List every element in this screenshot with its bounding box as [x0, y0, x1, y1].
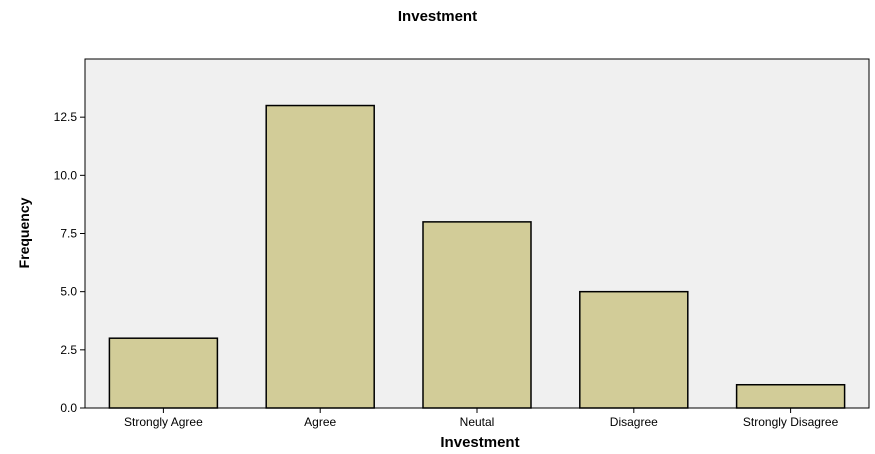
y-tick-label: 7.5	[60, 227, 77, 241]
x-axis-title: Investment	[440, 434, 520, 451]
x-tick-label: Strongly Agree	[124, 415, 203, 429]
y-axis: 0.0 2.5 5.0 7.5 10.0 12.5	[54, 110, 85, 415]
bars-group	[108, 104, 846, 409]
x-tick-label: Neutal	[460, 415, 495, 429]
bar	[579, 290, 689, 409]
bar	[735, 383, 846, 409]
y-tick-label: 10.0	[54, 168, 78, 182]
bar	[265, 104, 375, 409]
bar	[422, 221, 532, 409]
bar	[108, 337, 219, 409]
chart-title: Investment	[397, 8, 478, 25]
x-tick-label: Agree	[304, 415, 336, 429]
y-tick-label: 5.0	[60, 285, 77, 299]
x-tick-label: Disagree	[610, 415, 658, 429]
y-tick-label: 12.5	[54, 110, 78, 124]
y-tick-label: 2.5	[60, 343, 77, 357]
x-axis: Strongly Agree Agree Neutal Disagree Strongl…	[124, 408, 839, 429]
x-tick-label: Strongly Disagree	[743, 415, 839, 429]
y-tick-label: 0.0	[60, 401, 77, 415]
y-axis-title: Frequency	[16, 197, 32, 269]
